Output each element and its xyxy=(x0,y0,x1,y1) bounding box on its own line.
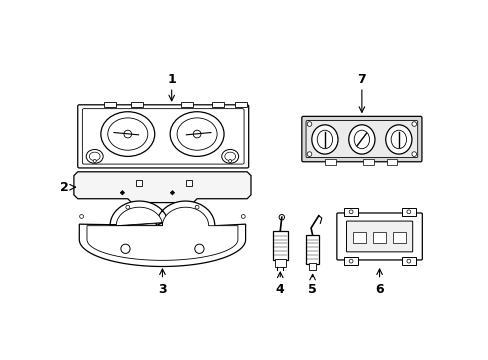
Text: 5: 5 xyxy=(307,283,316,296)
Ellipse shape xyxy=(353,130,369,149)
Bar xyxy=(131,103,143,107)
Bar xyxy=(363,159,373,165)
Ellipse shape xyxy=(406,210,410,214)
Ellipse shape xyxy=(125,205,129,209)
Ellipse shape xyxy=(306,152,311,156)
Bar xyxy=(274,259,285,266)
Ellipse shape xyxy=(311,125,337,154)
Bar xyxy=(344,208,357,216)
Ellipse shape xyxy=(348,259,352,263)
Ellipse shape xyxy=(107,118,147,150)
Ellipse shape xyxy=(411,152,416,156)
Polygon shape xyxy=(79,201,245,266)
Ellipse shape xyxy=(241,215,244,219)
Bar xyxy=(401,257,415,265)
Text: 7: 7 xyxy=(357,73,366,86)
Text: 1: 1 xyxy=(167,73,176,86)
FancyBboxPatch shape xyxy=(346,221,412,252)
Ellipse shape xyxy=(221,149,238,163)
Text: 2: 2 xyxy=(60,181,68,194)
Bar xyxy=(181,103,193,107)
Bar xyxy=(324,159,335,165)
Ellipse shape xyxy=(123,130,131,138)
FancyBboxPatch shape xyxy=(78,105,248,168)
Bar xyxy=(170,190,174,195)
Bar xyxy=(308,263,316,270)
Ellipse shape xyxy=(348,125,374,154)
FancyBboxPatch shape xyxy=(336,213,422,260)
Bar xyxy=(186,180,192,186)
Ellipse shape xyxy=(348,210,352,214)
Ellipse shape xyxy=(279,215,284,220)
Bar xyxy=(104,103,116,107)
Bar xyxy=(234,103,246,107)
Ellipse shape xyxy=(86,149,103,163)
Text: 3: 3 xyxy=(158,283,166,296)
Text: 4: 4 xyxy=(275,283,284,296)
Ellipse shape xyxy=(224,152,235,161)
Ellipse shape xyxy=(170,112,224,156)
FancyBboxPatch shape xyxy=(305,121,417,158)
Ellipse shape xyxy=(121,244,130,253)
Ellipse shape xyxy=(89,152,100,161)
Bar xyxy=(136,180,142,186)
Bar xyxy=(353,232,365,243)
Bar xyxy=(393,232,405,243)
FancyBboxPatch shape xyxy=(82,109,244,164)
Bar xyxy=(211,103,224,107)
Bar xyxy=(272,231,287,260)
Bar xyxy=(386,159,396,165)
Bar xyxy=(120,190,124,195)
Bar xyxy=(306,235,318,264)
Polygon shape xyxy=(74,172,250,203)
Ellipse shape xyxy=(406,259,410,263)
Bar xyxy=(373,232,385,243)
Ellipse shape xyxy=(177,118,217,150)
Ellipse shape xyxy=(80,215,83,219)
Ellipse shape xyxy=(193,130,201,138)
Ellipse shape xyxy=(306,122,311,126)
Bar xyxy=(401,208,415,216)
Text: 6: 6 xyxy=(374,283,383,296)
Ellipse shape xyxy=(317,130,332,149)
Ellipse shape xyxy=(93,159,96,163)
Ellipse shape xyxy=(228,159,231,163)
Polygon shape xyxy=(87,207,238,260)
Ellipse shape xyxy=(411,122,416,126)
Ellipse shape xyxy=(385,125,411,154)
Ellipse shape xyxy=(390,130,406,149)
Ellipse shape xyxy=(195,205,199,209)
FancyBboxPatch shape xyxy=(301,116,421,162)
Ellipse shape xyxy=(101,112,154,156)
Ellipse shape xyxy=(194,244,203,253)
Bar xyxy=(344,257,357,265)
